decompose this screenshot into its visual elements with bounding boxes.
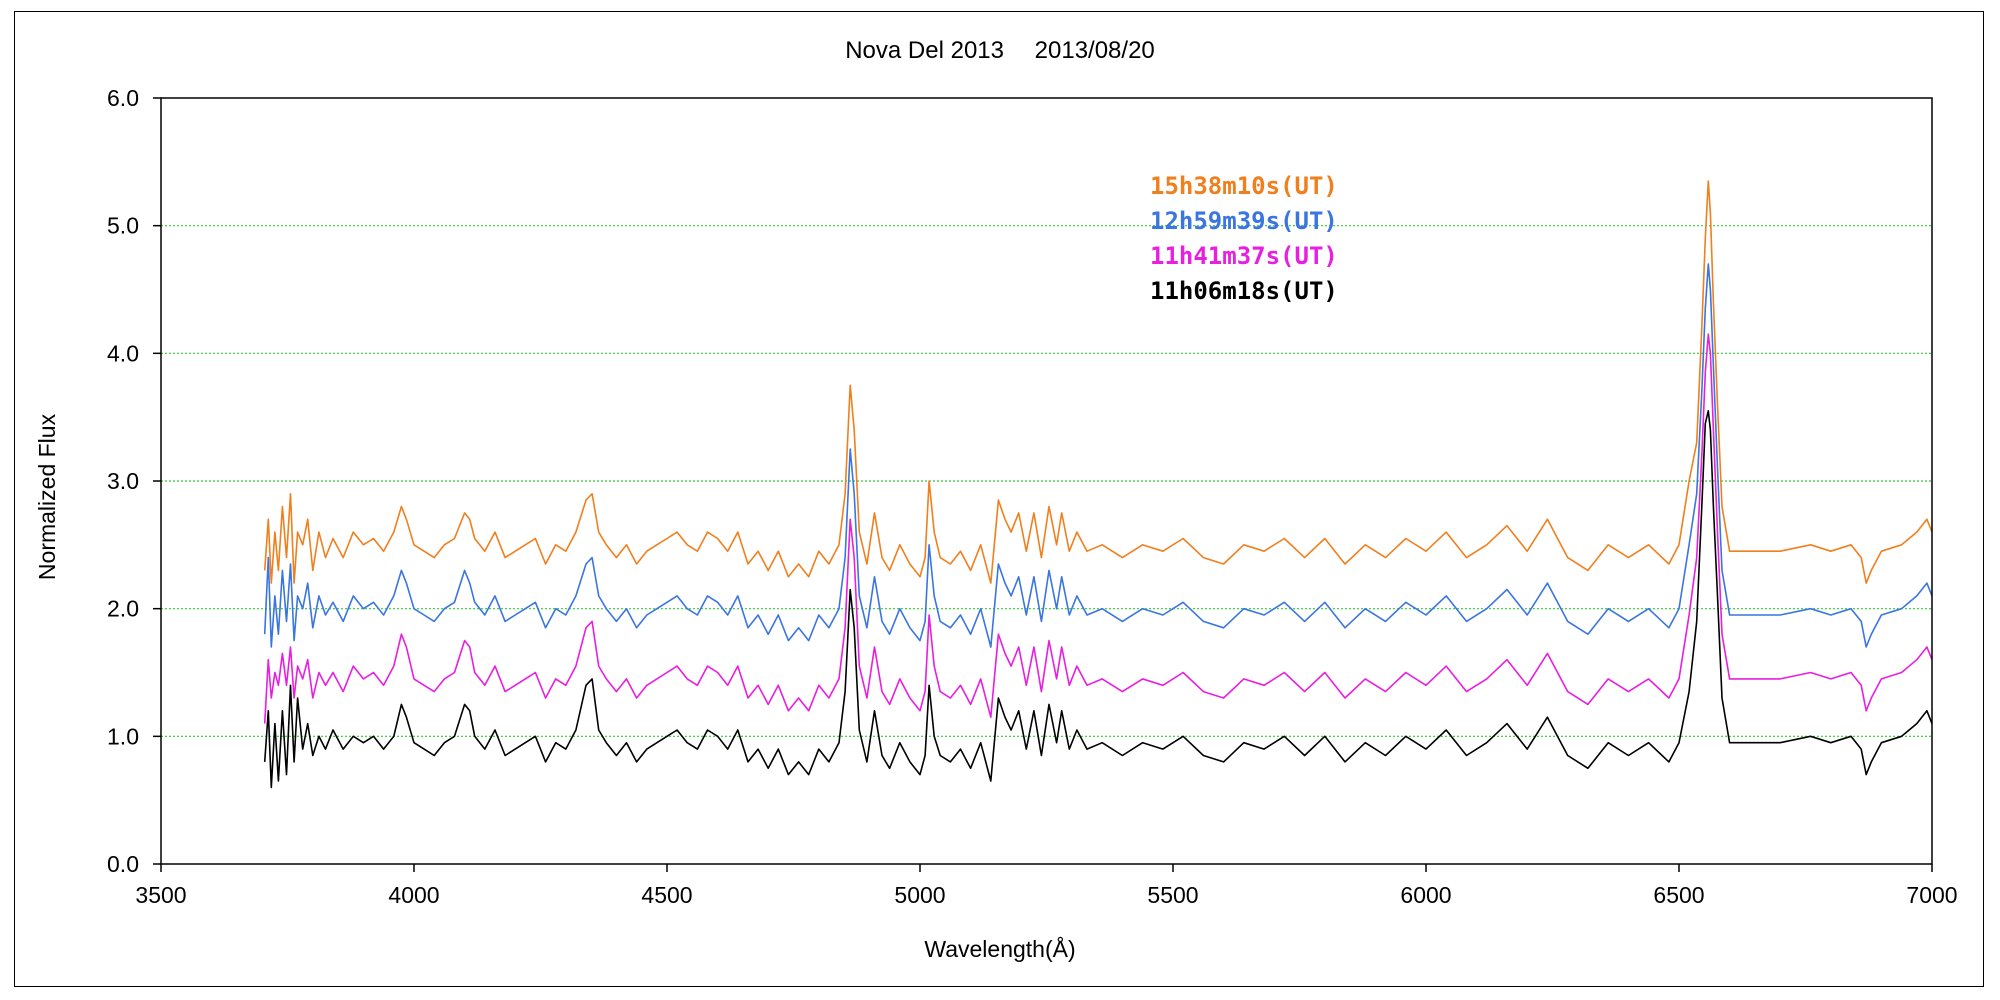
y-tick-label-4: 4.0 bbox=[107, 340, 139, 366]
y-tick-label-0: 0.0 bbox=[107, 851, 139, 877]
grid-lines bbox=[161, 225, 1932, 737]
legend-entry-3: 11h06m18s(UT) bbox=[1150, 277, 1338, 305]
legend-entry-0: 15h38m10s(UT) bbox=[1150, 172, 1338, 200]
x-tick-label-6: 6500 bbox=[1653, 882, 1704, 908]
x-tick-label-2: 4500 bbox=[641, 882, 692, 908]
x-tick-labels: 3500 4000 4500 5000 5500 6000 6500 7000 bbox=[135, 864, 1958, 908]
x-tick-label-1: 4000 bbox=[388, 882, 439, 908]
legend: 15h38m10s(UT) 12h59m39s(UT) 11h41m37s(UT) 1… bbox=[1150, 172, 1338, 305]
series-line-3 bbox=[263, 409, 1933, 789]
y-tick-label-1: 1.0 bbox=[107, 723, 139, 749]
x-axis-label: Wavelength(Å) bbox=[924, 935, 1075, 962]
chart: Nova Del 2013 2013/08/20 3500 4000 4500 500… bbox=[34, 37, 1958, 962]
chart-title: Nova Del 2013 2013/08/20 bbox=[845, 37, 1155, 64]
series-line-2 bbox=[263, 333, 1933, 724]
y-tick-labels: 0.0 1.0 2.0 3.0 4.0 5.0 6.0 bbox=[107, 85, 161, 877]
chart-frame: Nova Del 2013 2013/08/20 3500 4000 4500 500… bbox=[14, 11, 1984, 987]
x-tick-label-5: 6000 bbox=[1400, 882, 1451, 908]
x-tick-label-3: 5000 bbox=[894, 882, 945, 908]
y-tick-label-3: 3.0 bbox=[107, 468, 139, 494]
y-tick-label-6: 6.0 bbox=[107, 85, 139, 111]
x-tick-label-4: 5500 bbox=[1147, 882, 1198, 908]
y-tick-label-2: 2.0 bbox=[107, 596, 139, 622]
legend-entry-2: 11h41m37s(UT) bbox=[1150, 242, 1338, 270]
series-line-1 bbox=[263, 263, 1933, 648]
series-layer bbox=[263, 180, 1933, 789]
y-tick-label-5: 5.0 bbox=[107, 213, 139, 239]
x-tick-label-7: 7000 bbox=[1906, 882, 1957, 908]
legend-entry-1: 12h59m39s(UT) bbox=[1150, 207, 1338, 235]
series-line-0 bbox=[263, 180, 1933, 584]
x-tick-label-0: 3500 bbox=[135, 882, 186, 908]
y-axis-label: Normalized Flux bbox=[34, 413, 60, 580]
